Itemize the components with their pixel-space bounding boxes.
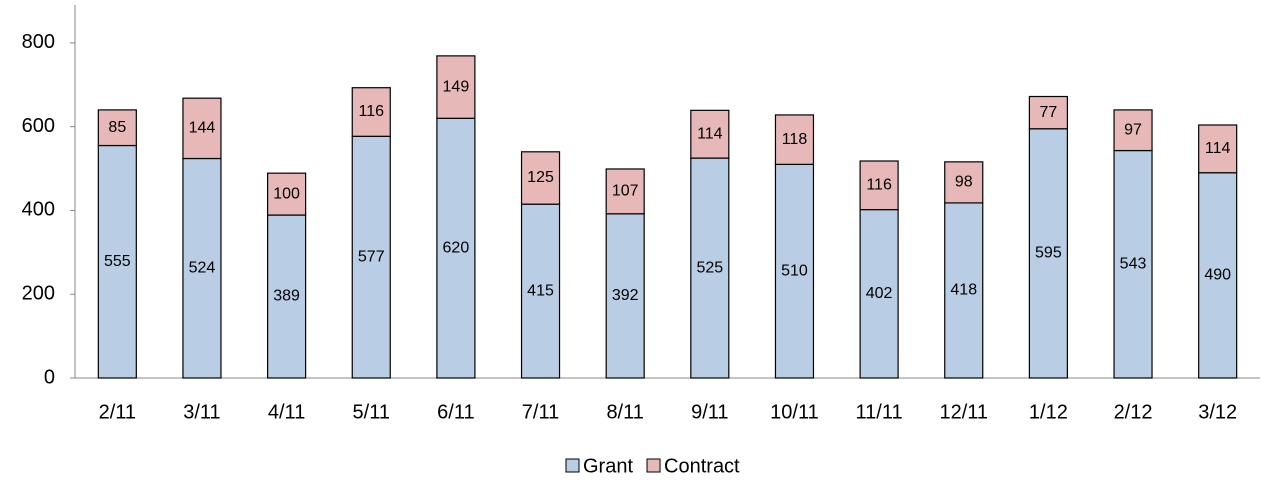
bar-segment — [436, 117, 476, 379]
x-tick-label: 7/11 — [522, 401, 559, 423]
x-tick-label: 6/11 — [437, 401, 474, 423]
bar-segment — [944, 161, 984, 204]
x-tick-label: 3/11 — [183, 401, 220, 423]
data-label: 85 — [108, 119, 126, 136]
x-tick-label: 12/11 — [939, 401, 988, 423]
bar-segment — [944, 202, 984, 379]
x-tick-label: 4/11 — [268, 401, 305, 423]
y-tick-label: 200 — [22, 283, 55, 305]
bar-segment — [97, 109, 137, 147]
data-label: 144 — [189, 120, 216, 137]
data-label: 389 — [273, 288, 300, 305]
data-label: 524 — [189, 259, 216, 276]
x-tick-label: 2/11 — [99, 401, 136, 423]
bar-segment — [520, 151, 561, 205]
data-label: 418 — [950, 282, 977, 299]
x-tick-label: 3/12 — [1198, 401, 1237, 423]
legend-label: Contract — [664, 455, 740, 477]
data-label: 415 — [527, 282, 554, 299]
x-tick-label: 11/11 — [856, 401, 903, 423]
data-label: 107 — [612, 183, 639, 200]
data-label: 116 — [358, 103, 384, 120]
bar-segment — [351, 87, 391, 137]
data-label: 114 — [697, 125, 723, 142]
bar-segment — [1028, 128, 1068, 379]
data-label: 620 — [443, 239, 470, 256]
bar-segment — [1113, 109, 1153, 152]
data-label: 510 — [781, 262, 808, 279]
bar-segment — [182, 97, 222, 160]
bar-segment — [351, 135, 391, 379]
y-tick-label: 800 — [22, 31, 55, 53]
data-label: 577 — [358, 248, 385, 265]
bar-segment — [774, 163, 815, 379]
bar-segment — [267, 214, 307, 379]
x-tick-label: 2/12 — [1114, 401, 1153, 423]
bar-segment — [436, 55, 476, 119]
legend-swatch — [646, 458, 661, 473]
data-label: 402 — [866, 285, 893, 302]
data-label: 543 — [1120, 255, 1147, 272]
data-label: 98 — [955, 174, 973, 191]
x-tick-label: 8/11 — [606, 401, 643, 423]
data-label: 116 — [866, 177, 892, 194]
y-tick-label: 400 — [22, 199, 55, 221]
bar-segment — [520, 203, 561, 379]
bar-segment — [605, 168, 645, 215]
data-label: 100 — [273, 185, 300, 202]
x-tick-label: 9/11 — [691, 401, 728, 423]
data-label: 392 — [612, 287, 639, 304]
data-label: 118 — [782, 131, 808, 148]
data-label: 114 — [1205, 140, 1231, 157]
bar-segment — [97, 144, 137, 379]
x-tick-label: 5/11 — [353, 401, 390, 423]
data-label: 595 — [1035, 245, 1062, 262]
data-label: 125 — [527, 169, 554, 186]
x-tick-label: 1/12 — [1029, 401, 1068, 423]
y-tick-label: 600 — [22, 115, 55, 137]
bar-segment — [859, 160, 899, 211]
bar-segment — [1028, 95, 1068, 130]
bar-segment — [1198, 124, 1238, 174]
data-label: 149 — [443, 78, 470, 95]
legend-swatch — [565, 458, 580, 473]
data-label: 555 — [104, 253, 131, 270]
bar-segment — [605, 213, 645, 379]
data-label: 490 — [1204, 267, 1231, 284]
bar-segment — [182, 157, 222, 379]
data-label: 97 — [1124, 121, 1142, 138]
y-tick-label: 0 — [44, 366, 55, 388]
x-tick-label: 10/11 — [770, 401, 819, 423]
bar-segment — [267, 172, 307, 216]
bar-segment — [690, 157, 730, 379]
data-label: 525 — [696, 259, 723, 276]
bar-segment — [690, 109, 730, 159]
bar-segment — [774, 114, 815, 165]
legend-label: Grant — [583, 455, 633, 477]
bar-segment — [1113, 149, 1153, 379]
data-label: 77 — [1039, 104, 1057, 121]
